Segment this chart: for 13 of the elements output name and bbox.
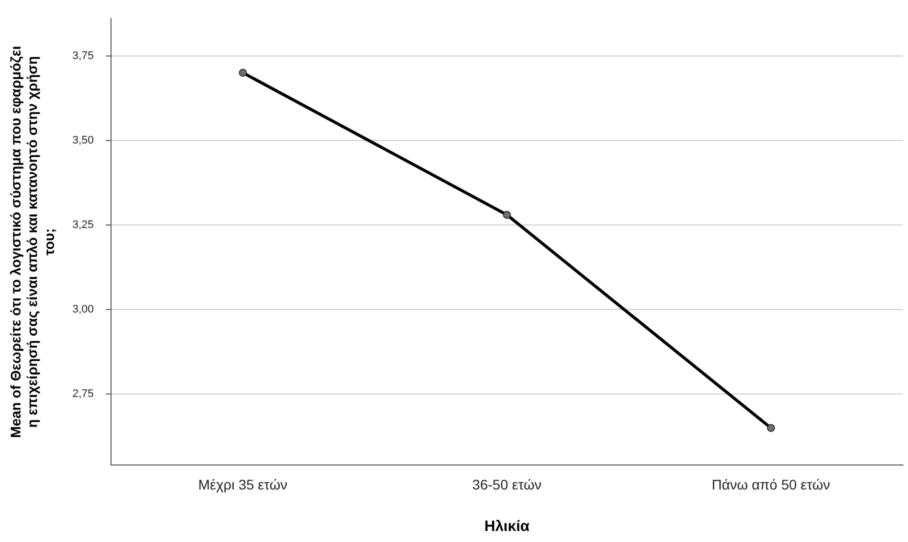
x-tick-label: Μέχρι 35 ετών	[198, 476, 288, 492]
y-tick-label: 3,50	[72, 134, 94, 146]
y-tick-label: 3,25	[72, 219, 94, 232]
y-tick-label: 3,00	[72, 304, 94, 316]
point	[766, 424, 775, 432]
y-tick-label: 2,75	[72, 388, 94, 400]
y-tick-label: 3,75	[72, 50, 94, 62]
x-axis-title: Ηλικία	[484, 518, 530, 536]
point	[238, 68, 247, 77]
x-tick-label: 36-50 ετών	[472, 476, 542, 492]
point	[502, 210, 511, 219]
y-axis-title: Mean of Θεωρείτε ότι το λογιστικό σύστημα που εφαρμόζει η επιχείρησή σας είναι απλό και κατανοητό στην χρήση του;	[7, 46, 57, 438]
x-tick-label: Πάνω από 50 ετών	[712, 476, 830, 492]
